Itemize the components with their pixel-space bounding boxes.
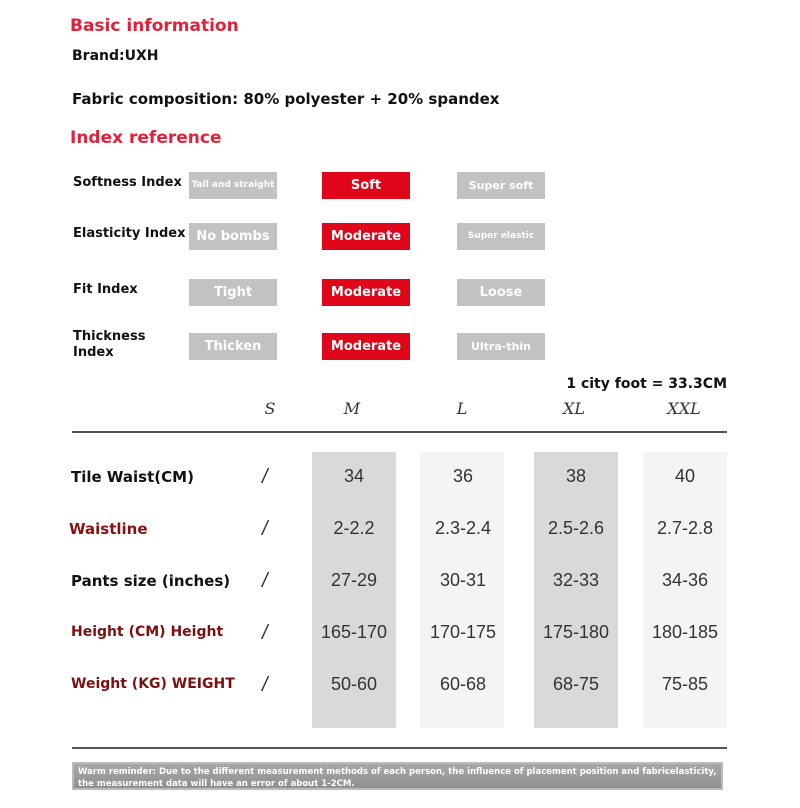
index-option-selected: Moderate — [322, 333, 410, 360]
index-heading: Index reference — [70, 128, 222, 148]
warm-reminder: Warm reminder: Due to the different meas… — [72, 762, 723, 790]
size-header: XL — [562, 399, 585, 418]
empty-value: / — [262, 518, 268, 540]
size-value: 2.3-2.4 — [434, 518, 492, 538]
empty-value: / — [262, 466, 268, 488]
index-option: Tight — [189, 279, 277, 306]
size-value: 60-68 — [439, 674, 487, 694]
size-value: 34 — [343, 466, 365, 486]
size-value: 68-75 — [552, 674, 600, 694]
size-header: XXL — [667, 399, 701, 418]
row-label: Pants size (inches) — [71, 572, 231, 590]
row-label: Tile Waist(CM) — [71, 468, 194, 486]
row-label: Weight (KG) WEIGHT — [71, 676, 235, 692]
index-option: Loose — [457, 279, 545, 306]
index-option: No bombs — [189, 223, 277, 250]
index-option-selected: Moderate — [322, 279, 410, 306]
size-column-bg — [643, 452, 727, 728]
index-option-selected: Moderate — [322, 223, 410, 250]
unit-note: 1 city foot = 33.3CM — [566, 376, 727, 392]
size-value: 38 — [565, 466, 587, 486]
size-header: M — [343, 399, 361, 418]
size-value: 50-60 — [330, 674, 378, 694]
index-option: Thicken — [189, 333, 277, 360]
size-value: 32-33 — [552, 570, 600, 590]
size-value: 36 — [452, 466, 474, 486]
empty-value: / — [262, 622, 268, 644]
size-value: 2.5-2.6 — [547, 518, 605, 538]
size-value: 2.7-2.8 — [656, 518, 714, 538]
index-label: Softness Index — [73, 175, 182, 190]
index-option: Tall and straight — [189, 172, 277, 199]
index-option: Super elastic — [457, 223, 545, 250]
table-bottom-divider — [72, 747, 727, 749]
row-label: Height (CM) Height — [71, 624, 224, 640]
size-header: L — [456, 399, 468, 418]
size-column-bg — [420, 452, 504, 728]
size-value: 175-180 — [542, 622, 610, 642]
row-label: Waistline — [69, 520, 148, 538]
size-header: S — [264, 399, 276, 418]
size-value: 34-36 — [661, 570, 709, 590]
size-value: 40 — [674, 466, 696, 486]
index-option: Super soft — [457, 172, 545, 199]
brand-text: Brand:UXH — [72, 48, 159, 64]
index-label: Fit Index — [73, 282, 138, 297]
index-label: Thickness Index — [73, 329, 146, 360]
index-option-selected: Soft — [322, 172, 410, 199]
index-label: Elasticity Index — [73, 226, 186, 241]
size-value: 2-2.2 — [333, 518, 375, 538]
size-value: 75-85 — [661, 674, 709, 694]
fabric-text: Fabric composition: 80% polyester + 20% … — [72, 90, 500, 108]
size-value: 27-29 — [330, 570, 378, 590]
empty-value: / — [262, 674, 268, 696]
size-value: 180-185 — [651, 622, 719, 642]
basic-info-heading: Basic information — [70, 16, 239, 36]
table-top-divider — [72, 431, 727, 433]
size-column-bg — [312, 452, 396, 728]
empty-value: / — [262, 570, 268, 592]
size-value: 165-170 — [320, 622, 388, 642]
size-value: 30-31 — [439, 570, 487, 590]
index-option: Ultra-thin — [457, 333, 545, 360]
size-value: 170-175 — [429, 622, 497, 642]
size-column-bg — [534, 452, 618, 728]
